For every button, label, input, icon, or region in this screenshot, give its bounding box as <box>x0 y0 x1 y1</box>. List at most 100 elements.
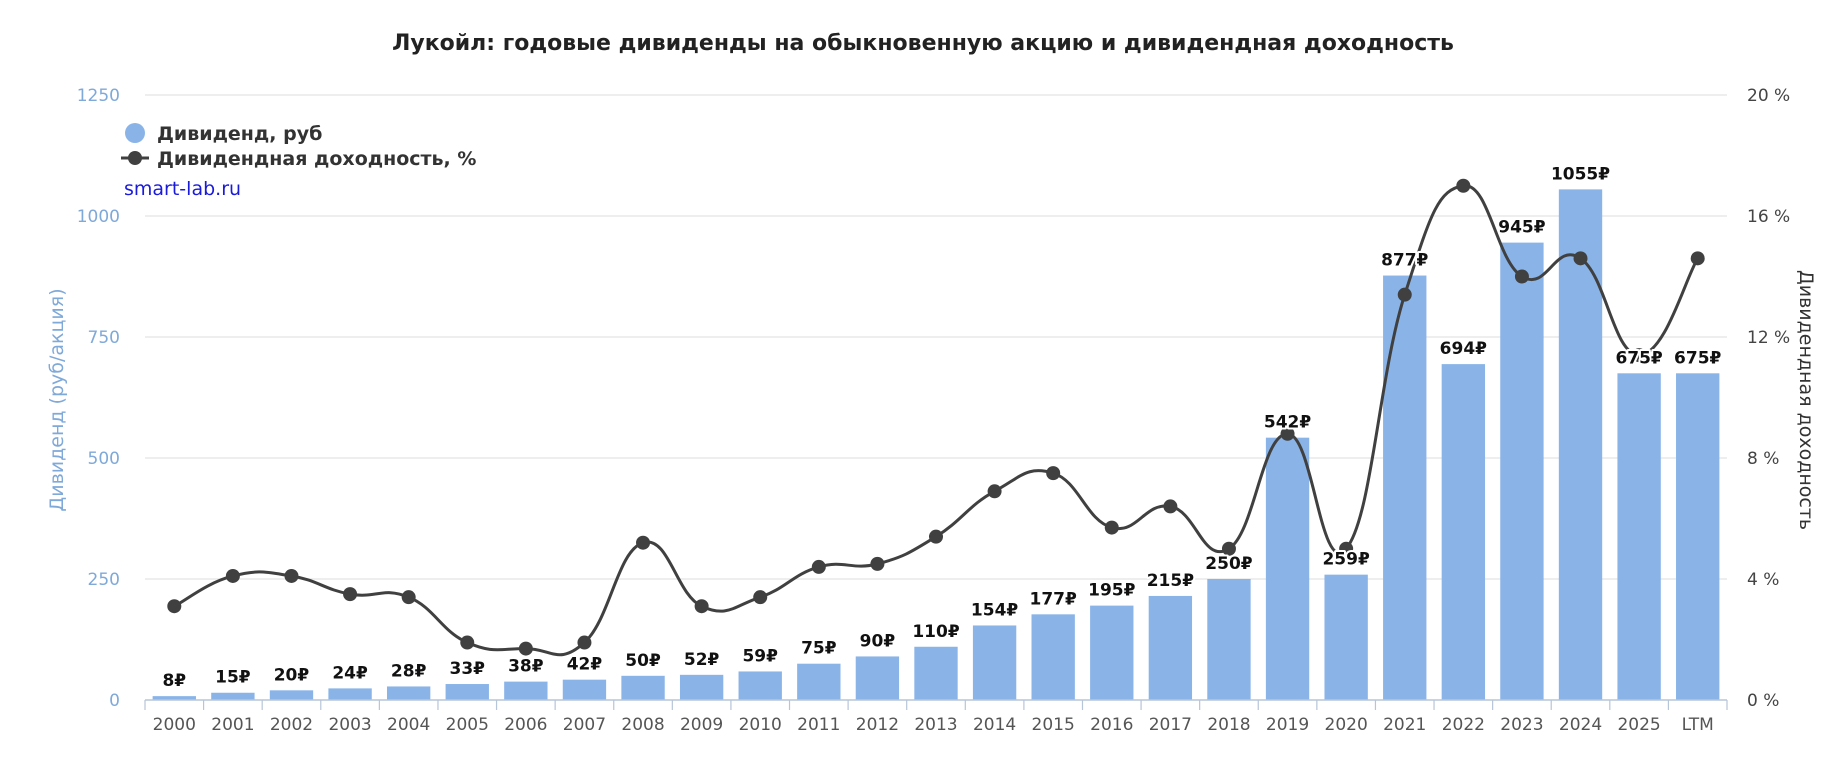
bar[interactable] <box>1500 242 1544 700</box>
bar[interactable] <box>1265 437 1310 700</box>
bar-value-label: 675₽ <box>1674 348 1721 368</box>
bar-value-label: 542₽ <box>1264 413 1311 433</box>
bar[interactable] <box>1090 605 1134 700</box>
yield-point[interactable] <box>225 568 240 583</box>
right-tick-label: 12 % <box>1747 328 1790 348</box>
bar-value-label: 1055₽ <box>1551 164 1610 184</box>
bar-value-label: 75₽ <box>801 639 837 659</box>
bar[interactable] <box>972 625 1017 700</box>
x-tick-label: 2008 <box>621 715 664 735</box>
legend-yield-marker <box>128 151 142 165</box>
yield-point[interactable] <box>753 590 768 605</box>
x-tick-label: 2004 <box>387 715 430 735</box>
bar[interactable] <box>1676 373 1720 700</box>
bar-value-label: 24₽ <box>332 663 368 683</box>
legend-dividend-label: Дивиденд, руб <box>157 123 322 145</box>
bar[interactable] <box>1148 595 1193 700</box>
yield-point[interactable] <box>167 599 182 614</box>
bar[interactable] <box>1383 275 1427 700</box>
x-tick-label: 2001 <box>211 715 254 735</box>
bar[interactable] <box>269 690 314 700</box>
x-tick-label: 2014 <box>973 715 1016 735</box>
yield-point[interactable] <box>987 484 1002 499</box>
x-tick-label: 2024 <box>1559 715 1602 735</box>
bar[interactable] <box>1441 364 1486 700</box>
yield-point[interactable] <box>284 568 299 583</box>
left-tick-label: 250 <box>88 570 120 590</box>
x-tick-label: 2010 <box>739 715 782 735</box>
bar[interactable] <box>328 688 372 700</box>
bar[interactable] <box>152 696 196 700</box>
bar[interactable] <box>1558 189 1603 700</box>
right-tick-label: 8 % <box>1747 449 1779 469</box>
yield-point[interactable] <box>460 635 475 650</box>
watermark-link[interactable]: smart-lab.ru <box>124 178 241 200</box>
bar[interactable] <box>562 679 607 700</box>
yield-point[interactable] <box>1163 499 1178 514</box>
bar[interactable] <box>386 686 431 700</box>
bar[interactable] <box>914 646 958 700</box>
yield-point[interactable] <box>1456 178 1471 193</box>
yield-point[interactable] <box>1280 426 1295 441</box>
bar-value-label: 59₽ <box>742 646 778 666</box>
yield-point[interactable] <box>343 587 358 602</box>
yield-point[interactable] <box>636 535 651 550</box>
yield-point[interactable] <box>1046 466 1061 481</box>
yield-point[interactable] <box>811 559 826 574</box>
yield-point[interactable] <box>1221 541 1236 556</box>
bar-value-label: 33₽ <box>450 659 486 679</box>
legend: Дивиденд, руб Дивидендная доходность, % <box>121 123 476 170</box>
right-tick-label: 0 % <box>1747 691 1779 711</box>
bar[interactable] <box>679 674 724 700</box>
left-y-axis: 0 250 500 750 1000 1250 <box>77 86 120 711</box>
bar-series <box>152 189 1720 700</box>
yield-point[interactable] <box>870 556 885 571</box>
left-tick-label: 1250 <box>77 86 120 106</box>
bar-value-label: 42₽ <box>567 655 603 675</box>
bar[interactable] <box>1207 579 1251 700</box>
bar[interactable] <box>504 681 548 700</box>
yield-line-series <box>167 178 1705 657</box>
x-tick-label: 2020 <box>1325 715 1368 735</box>
bar[interactable] <box>1324 574 1368 700</box>
bar[interactable] <box>211 692 255 700</box>
bar[interactable] <box>621 675 665 700</box>
yield-point[interactable] <box>401 590 416 605</box>
bar[interactable] <box>1617 373 1661 700</box>
x-tick-label: 2021 <box>1383 715 1426 735</box>
right-tick-label: 4 % <box>1747 570 1779 590</box>
x-tick-label: 2019 <box>1266 715 1309 735</box>
yield-point[interactable] <box>1514 269 1529 284</box>
bar-value-label: 675₽ <box>1615 348 1662 368</box>
yield-point[interactable] <box>577 635 592 650</box>
bar[interactable] <box>797 663 841 700</box>
yield-point[interactable] <box>518 641 533 656</box>
yield-point[interactable] <box>929 529 943 544</box>
yield-point[interactable] <box>1690 251 1705 266</box>
right-y-axis: 0 % 4 % 8 % 12 % 16 % 20 % <box>1747 86 1790 711</box>
x-tick-label: 2018 <box>1207 715 1250 735</box>
legend-item-yield[interactable]: Дивидендная доходность, % <box>121 148 476 170</box>
bar-value-label: 945₽ <box>1498 218 1545 238</box>
bar[interactable] <box>1031 614 1075 700</box>
bar[interactable] <box>738 671 782 700</box>
legend-item-dividend[interactable]: Дивиденд, руб <box>125 123 322 145</box>
yield-point[interactable] <box>1104 520 1119 535</box>
yield-point[interactable] <box>1397 287 1412 302</box>
x-tick-label: 2007 <box>563 715 606 735</box>
yield-point[interactable] <box>1573 251 1588 266</box>
x-tick-label: 2002 <box>270 715 313 735</box>
bar-value-label: 20₽ <box>274 665 310 685</box>
bar[interactable] <box>855 656 900 700</box>
x-tick-label: 2005 <box>446 715 489 735</box>
legend-yield-label: Дивидендная доходность, % <box>157 148 476 170</box>
bar[interactable] <box>445 684 489 700</box>
bar-value-label: 28₽ <box>391 661 427 681</box>
yield-point[interactable] <box>1632 348 1647 363</box>
left-axis-title: Дивиденд (руб/акция) <box>46 288 68 511</box>
yield-point[interactable] <box>1339 541 1354 556</box>
right-tick-label: 16 % <box>1747 207 1790 227</box>
yield-point[interactable] <box>694 599 709 614</box>
x-tick-label: 2023 <box>1500 715 1543 735</box>
